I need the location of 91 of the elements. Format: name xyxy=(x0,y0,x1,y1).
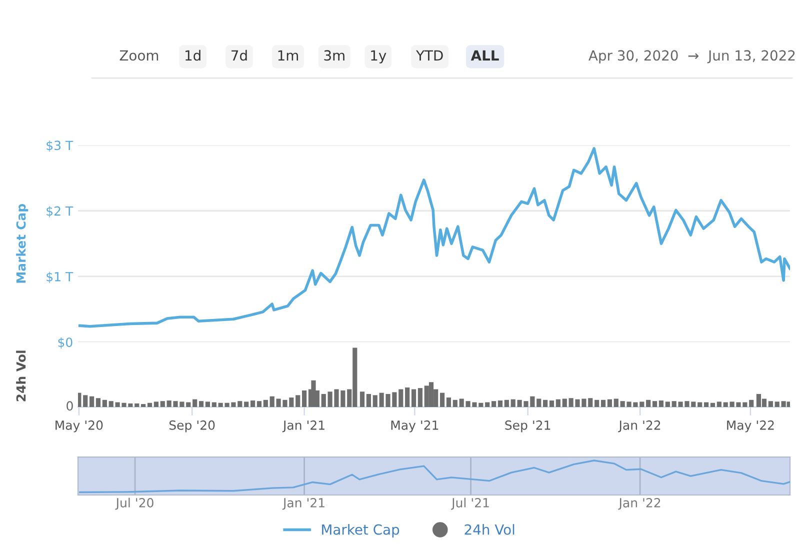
x-tick-label: Sep '21 xyxy=(505,420,550,432)
y-axis-title: Market Cap xyxy=(16,204,28,283)
bar xyxy=(485,402,490,407)
bar xyxy=(504,400,509,407)
bar xyxy=(256,401,262,407)
bar xyxy=(536,398,542,407)
y-tick-label: $1 T xyxy=(46,272,74,284)
line-series xyxy=(78,147,790,328)
bar xyxy=(543,400,548,407)
text: Zoom xyxy=(120,50,158,61)
text: 1m xyxy=(278,50,298,60)
y-axis-title: 24h Vol xyxy=(16,350,26,402)
bar xyxy=(510,399,516,407)
bar xyxy=(147,402,152,407)
bar xyxy=(83,395,88,407)
bar xyxy=(360,392,365,407)
bar xyxy=(78,392,82,407)
bar xyxy=(321,394,326,407)
bar xyxy=(774,402,780,407)
bar xyxy=(646,400,651,407)
bar xyxy=(556,399,560,407)
bar xyxy=(440,392,445,407)
text: 7d xyxy=(232,50,247,61)
y-tick-label: $3 T xyxy=(46,140,74,152)
bar xyxy=(366,394,371,407)
text: 3m xyxy=(324,50,344,61)
y-tick-label: $2 T xyxy=(46,206,74,218)
x-tick-label: May '22 xyxy=(727,420,774,432)
x-tick-label: Jan '21 xyxy=(282,498,324,510)
bar xyxy=(614,398,618,407)
legend-label: Market Cap xyxy=(322,524,400,538)
bar xyxy=(607,399,612,407)
text: 0 xyxy=(66,401,73,411)
bar xyxy=(549,400,554,407)
bar xyxy=(710,402,716,407)
bar xyxy=(90,396,94,407)
x-tick-label: Jul '21 xyxy=(450,498,489,510)
bar xyxy=(665,402,670,407)
bar xyxy=(134,403,140,407)
bar xyxy=(600,400,606,407)
bar xyxy=(716,402,722,407)
bar xyxy=(411,389,416,407)
x-tick-label: May '21 xyxy=(391,420,438,432)
bar xyxy=(749,400,754,407)
bar xyxy=(212,402,216,407)
bar xyxy=(698,402,702,407)
text: YTD xyxy=(416,50,443,60)
bar xyxy=(398,389,404,407)
bar xyxy=(562,398,567,407)
bar xyxy=(186,402,191,407)
bar xyxy=(263,400,268,407)
x-tick-label: May '20 xyxy=(56,420,103,432)
bar xyxy=(96,398,101,407)
bar xyxy=(244,402,249,407)
bar xyxy=(198,401,204,407)
bar xyxy=(205,402,210,407)
text: 1y xyxy=(371,50,386,64)
text: 1d xyxy=(186,50,200,61)
bar xyxy=(658,400,664,407)
bar xyxy=(405,387,410,407)
x-tick-label: Sep '20 xyxy=(169,420,215,432)
x-tick-label: Jan '21 xyxy=(282,420,324,432)
bar xyxy=(428,382,434,407)
bar xyxy=(452,400,458,407)
bar xyxy=(704,402,709,407)
text: ALL xyxy=(470,50,499,60)
bar xyxy=(296,395,300,407)
bar xyxy=(372,395,378,407)
bar xyxy=(446,398,452,407)
bar xyxy=(491,401,496,407)
bar xyxy=(588,398,593,407)
text: Apr 30, 2020 → Jun 13, 2022 xyxy=(588,50,795,64)
bar xyxy=(652,401,658,407)
y-tick-label: $0 xyxy=(58,337,72,349)
bar xyxy=(768,401,773,407)
bar xyxy=(302,390,307,407)
x-tick-label: Jan '22 xyxy=(618,498,660,510)
bar xyxy=(418,388,422,407)
bar xyxy=(781,401,786,407)
bar xyxy=(594,400,600,407)
bar xyxy=(154,402,158,407)
bar xyxy=(108,401,114,407)
legend-label: 24h Vol xyxy=(464,524,514,535)
bar xyxy=(498,400,503,407)
bar xyxy=(160,401,165,407)
x-tick-label: Jul '20 xyxy=(115,498,154,510)
bar xyxy=(141,404,146,407)
bar xyxy=(102,400,107,407)
bar xyxy=(250,400,256,407)
bar xyxy=(192,399,198,407)
x-tick-label: Jan '22 xyxy=(618,420,660,432)
